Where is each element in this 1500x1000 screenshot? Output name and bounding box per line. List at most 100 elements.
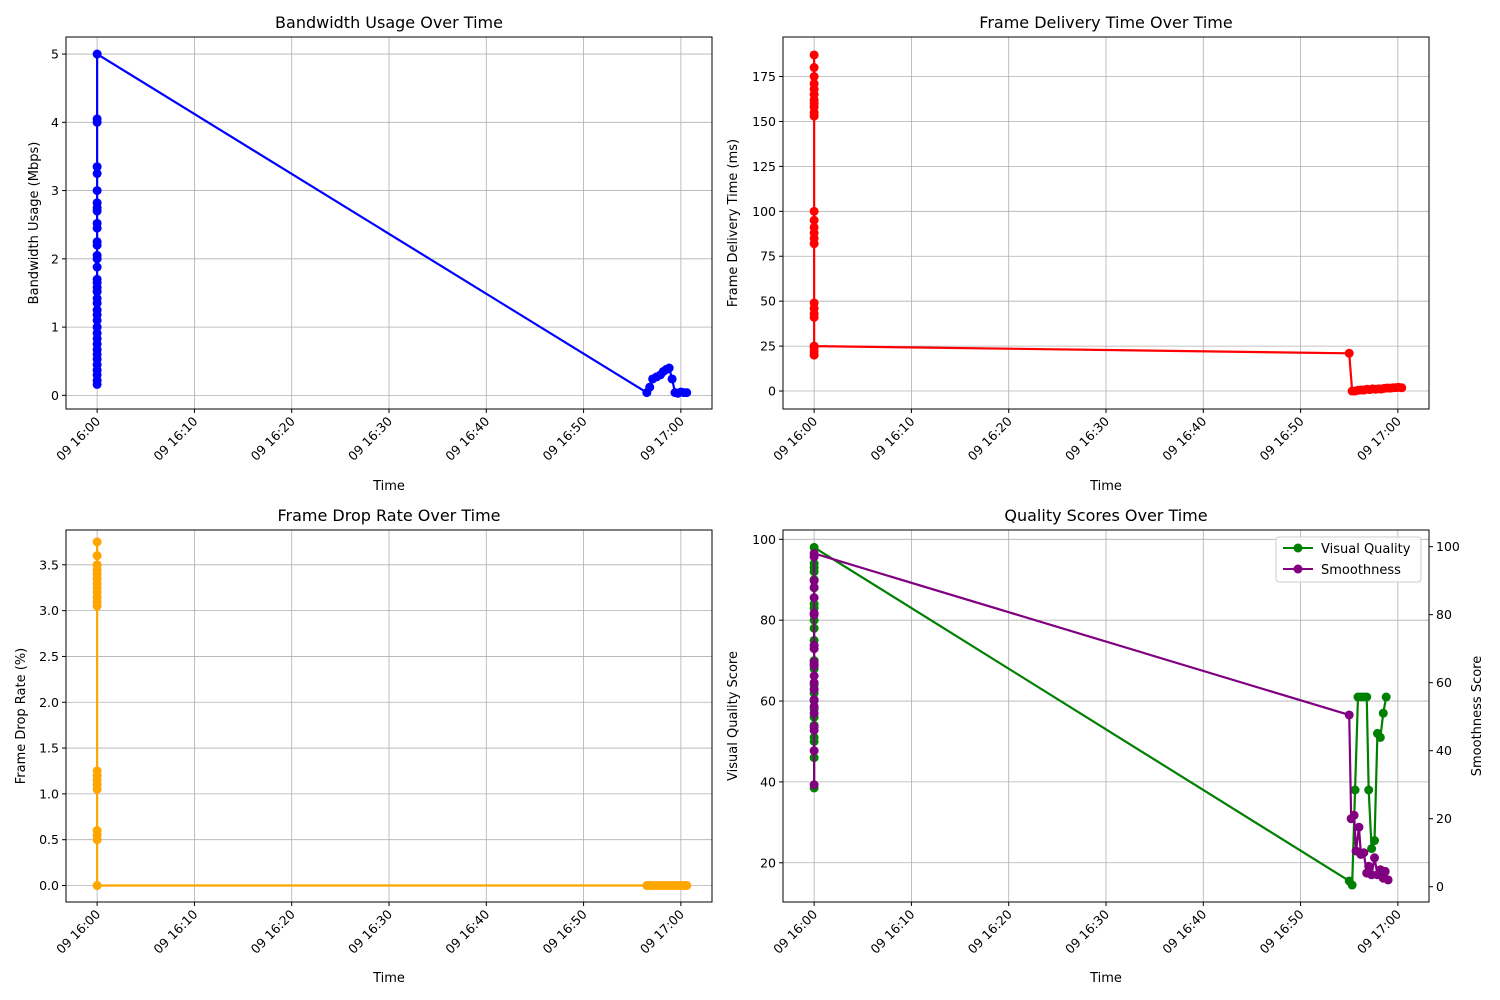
frame-delivery-ytick-label: 25 — [760, 339, 776, 354]
quality-smoothness-point — [810, 780, 819, 789]
quality-visual-quality-point — [1382, 693, 1391, 702]
bandwidth-series-0-point — [93, 263, 102, 272]
quality-title: Quality Scores Over Time — [1004, 506, 1207, 525]
quality-y2tick-label: 40 — [1436, 743, 1452, 758]
frame-drop-ytick-label: 3.0 — [39, 603, 59, 618]
quality-visual-quality-point — [1348, 881, 1357, 890]
quality-smoothness-point — [810, 608, 819, 617]
frame-delivery-series-0-point — [810, 313, 819, 322]
quality-y2tick-label: 80 — [1436, 607, 1452, 622]
frame-delivery-ytick-label: 175 — [752, 69, 776, 84]
quality-y2label: Smoothness Score — [1470, 656, 1485, 777]
quality-smoothness-point — [1345, 710, 1354, 719]
quality-smoothness-point — [1381, 867, 1390, 876]
bandwidth-series-0-point — [93, 219, 102, 228]
frame-drop-series-0-point — [682, 881, 691, 890]
frame-drop-ytick-label: 0.0 — [39, 878, 59, 893]
quality-xlabel: Time — [1089, 971, 1122, 986]
frame-delivery-series-0-point — [810, 207, 819, 216]
quality-visual-quality-point — [1376, 733, 1385, 742]
frame-drop-ytick-label: 3.5 — [39, 557, 59, 572]
frame-delivery-series-0-point — [1345, 349, 1354, 358]
frame-drop-series-0-point — [93, 785, 102, 794]
frame-drop-ylabel: Frame Drop Rate (%) — [14, 648, 29, 784]
frame-delivery-series-0-point — [810, 239, 819, 248]
frame-delivery-title: Frame Delivery Time Over Time — [979, 13, 1232, 32]
quality-smoothness-point — [810, 671, 819, 680]
quality-smoothness-point — [810, 549, 819, 558]
quality-y2tick-label: 0 — [1436, 879, 1444, 894]
quality-ytick-label: 60 — [760, 694, 776, 709]
bandwidth-series-0-point — [93, 251, 102, 260]
frame-delivery-ytick-label: 75 — [760, 249, 776, 264]
bandwidth-series-0-point — [93, 275, 102, 284]
quality-smoothness-point — [1384, 875, 1393, 884]
quality-y2tick-label: 100 — [1436, 539, 1460, 554]
bandwidth-ytick-label: 5 — [51, 47, 59, 62]
bandwidth-xlabel: Time — [372, 479, 405, 494]
quality-ytick-label: 100 — [752, 532, 776, 547]
bandwidth-ytick-label: 3 — [51, 183, 59, 198]
frame-delivery-series-0-point — [810, 63, 819, 72]
bandwidth-series-0-point — [93, 237, 102, 246]
quality-visual-quality-point — [1370, 836, 1379, 845]
quality-smoothness-point — [810, 695, 819, 704]
quality-smoothness-point — [1370, 853, 1379, 862]
bandwidth-series-0-point — [668, 374, 677, 383]
frame-delivery-series-0-point — [810, 50, 819, 59]
quality-y2tick-label: 20 — [1436, 811, 1452, 826]
quality-smoothness-point — [810, 658, 819, 667]
bandwidth-ytick-label: 4 — [51, 115, 59, 130]
legend-smoothness-label: Smoothness — [1321, 563, 1401, 578]
bandwidth-series-0-point — [93, 162, 102, 171]
bandwidth-ytick-label: 1 — [51, 320, 59, 335]
frame-drop-series-0-point — [93, 537, 102, 546]
frame-drop-series-0-point — [93, 602, 102, 611]
bandwidth-ylabel: Bandwidth Usage (Mbps) — [27, 142, 42, 305]
frame-drop-series-0-point — [93, 835, 102, 844]
quality-smoothness-point — [1350, 811, 1359, 820]
bandwidth-series-0-point — [665, 364, 674, 373]
frame-drop-ytick-label: 2.0 — [39, 695, 59, 710]
legend-visual-quality-label: Visual Quality — [1321, 542, 1411, 557]
quality-visual-quality-point — [1351, 786, 1360, 795]
frame-drop-ytick-label: 1.5 — [39, 741, 59, 756]
frame-delivery-ytick-label: 125 — [752, 159, 776, 174]
quality-visual-quality-point — [1367, 844, 1376, 853]
frame-delivery-ytick-label: 0 — [768, 384, 776, 399]
quality-visual-quality-point — [1379, 709, 1388, 718]
frame-delivery-series-0-point — [1397, 383, 1406, 392]
bandwidth-series-0-point — [93, 198, 102, 207]
frame-drop-xlabel: Time — [372, 971, 405, 986]
frame-drop-series-0-point — [93, 551, 102, 560]
quality-ytick-label: 80 — [760, 613, 776, 628]
quality-smoothness-point — [1354, 823, 1363, 832]
bandwidth-ytick-label: 2 — [51, 251, 59, 266]
quality-smoothness-point — [810, 746, 819, 755]
quality-smoothness-point — [810, 593, 819, 602]
quality-ylabel: Visual Quality Score — [726, 651, 741, 781]
quality-ytick-label: 20 — [760, 855, 776, 870]
bandwidth-ytick-label: 0 — [51, 388, 59, 403]
bandwidth-series-0-point — [93, 186, 102, 195]
legend-smoothness-marker — [1294, 565, 1303, 574]
bandwidth-series-0-point — [682, 388, 691, 397]
quality-smoothness-point — [810, 722, 819, 731]
frame-delivery-ylabel: Frame Delivery Time (ms) — [726, 139, 741, 307]
frame-drop-ytick-label: 1.0 — [39, 786, 59, 801]
quality-y2tick-label: 60 — [1436, 675, 1452, 690]
frame-delivery-ytick-label: 150 — [752, 114, 776, 129]
frame-delivery-series-0-point — [810, 351, 819, 360]
bandwidth-series-0-point — [93, 114, 102, 123]
quality-smoothness-point — [810, 576, 819, 585]
frame-drop-title: Frame Drop Rate Over Time — [277, 506, 500, 525]
quality-visual-quality-point — [1364, 786, 1373, 795]
frame-drop-series-0-point — [93, 881, 102, 890]
frame-drop-ytick-label: 2.5 — [39, 649, 59, 664]
frame-delivery-series-0-point — [810, 342, 819, 351]
bandwidth-title: Bandwidth Usage Over Time — [275, 13, 503, 32]
frame-delivery-ytick-label: 50 — [760, 294, 776, 309]
legend: Visual Quality Smoothness — [1276, 537, 1421, 582]
